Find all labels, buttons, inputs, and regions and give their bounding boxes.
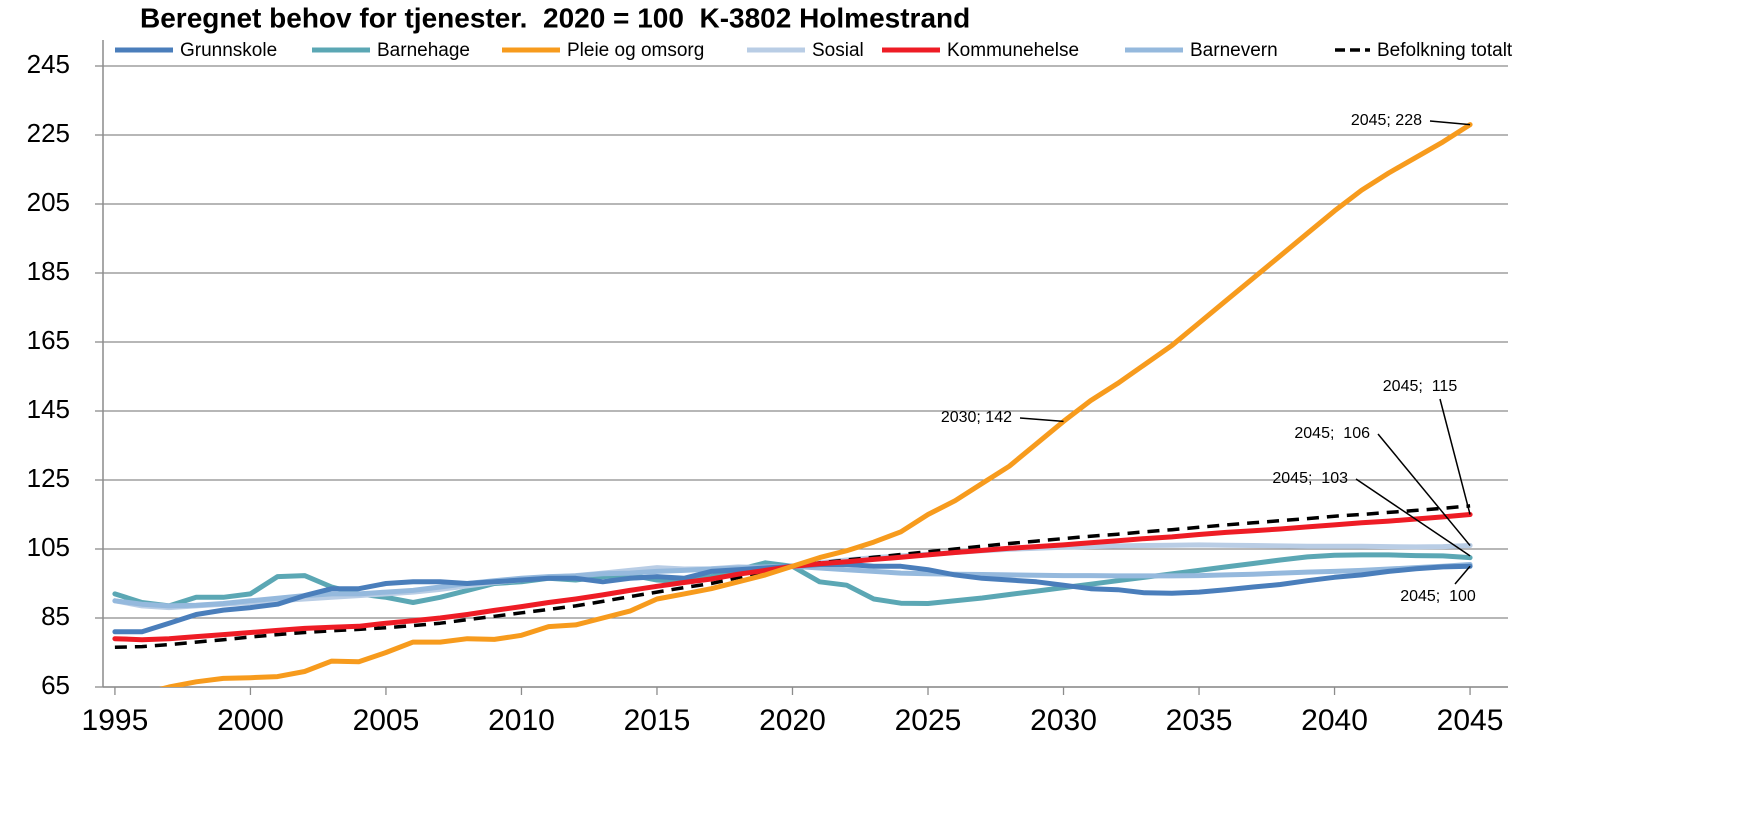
x-tick-label: 2015 [624, 704, 691, 737]
x-tick-label: 2025 [895, 704, 962, 737]
annotation-leader [1439, 398, 1471, 515]
y-tick-label: 65 [41, 670, 70, 700]
x-tick-label: 2010 [488, 704, 555, 737]
annotation-label: 2045; 100 [1400, 588, 1476, 605]
x-tick-label: 2000 [217, 704, 284, 737]
annotation-label: 2045; 106 [1294, 425, 1370, 442]
y-tick-label: 85 [41, 601, 70, 631]
annotation-label: 2030; 142 [941, 409, 1012, 426]
series-line [112, 512, 1473, 643]
y-tick-label: 205 [27, 187, 70, 217]
x-tick-label: 2005 [353, 704, 420, 737]
y-tick-label: 225 [27, 118, 70, 148]
x-tick-label: 1995 [82, 704, 149, 737]
legend-label: Barnevern [1190, 40, 1278, 61]
y-tick-label: 125 [27, 463, 70, 493]
annotation-leader [1019, 417, 1064, 423]
series-line [158, 122, 1473, 687]
x-tick-label: 2040 [1301, 704, 1368, 737]
x-tick-label: 2035 [1166, 704, 1233, 737]
annotation-leader [1355, 478, 1471, 557]
annotation-label: 2045; 228 [1351, 112, 1422, 129]
y-tick-label: 245 [27, 49, 70, 79]
legend-label: Kommunehelse [947, 40, 1079, 61]
chart-title: Beregnet behov for tjenester. 2020 = 100… [140, 2, 970, 33]
legend-label: Sosial [812, 40, 864, 61]
series-line [112, 542, 1473, 611]
x-tick-label: 2045 [1437, 704, 1504, 737]
annotation-label: 2045; 115 [1383, 378, 1458, 395]
annotation-label: 2045; 103 [1272, 470, 1348, 487]
x-tick-label: 2020 [759, 704, 826, 737]
plot-area [112, 122, 1473, 687]
annotation-leader [1377, 433, 1471, 547]
y-tick-label: 145 [27, 394, 70, 424]
legend-label: Befolkning totalt [1377, 40, 1513, 61]
legend-label: Pleie og omsorg [567, 40, 704, 61]
annotation-leader [1454, 565, 1471, 585]
y-tick-label: 105 [27, 532, 70, 562]
legend-label: Grunnskole [180, 40, 277, 61]
annotation-leader [1429, 120, 1471, 126]
x-tick-label: 2030 [1030, 704, 1097, 737]
legend-label: Barnehage [377, 40, 470, 61]
y-tick-label: 185 [27, 256, 70, 286]
y-tick-label: 165 [27, 325, 70, 355]
